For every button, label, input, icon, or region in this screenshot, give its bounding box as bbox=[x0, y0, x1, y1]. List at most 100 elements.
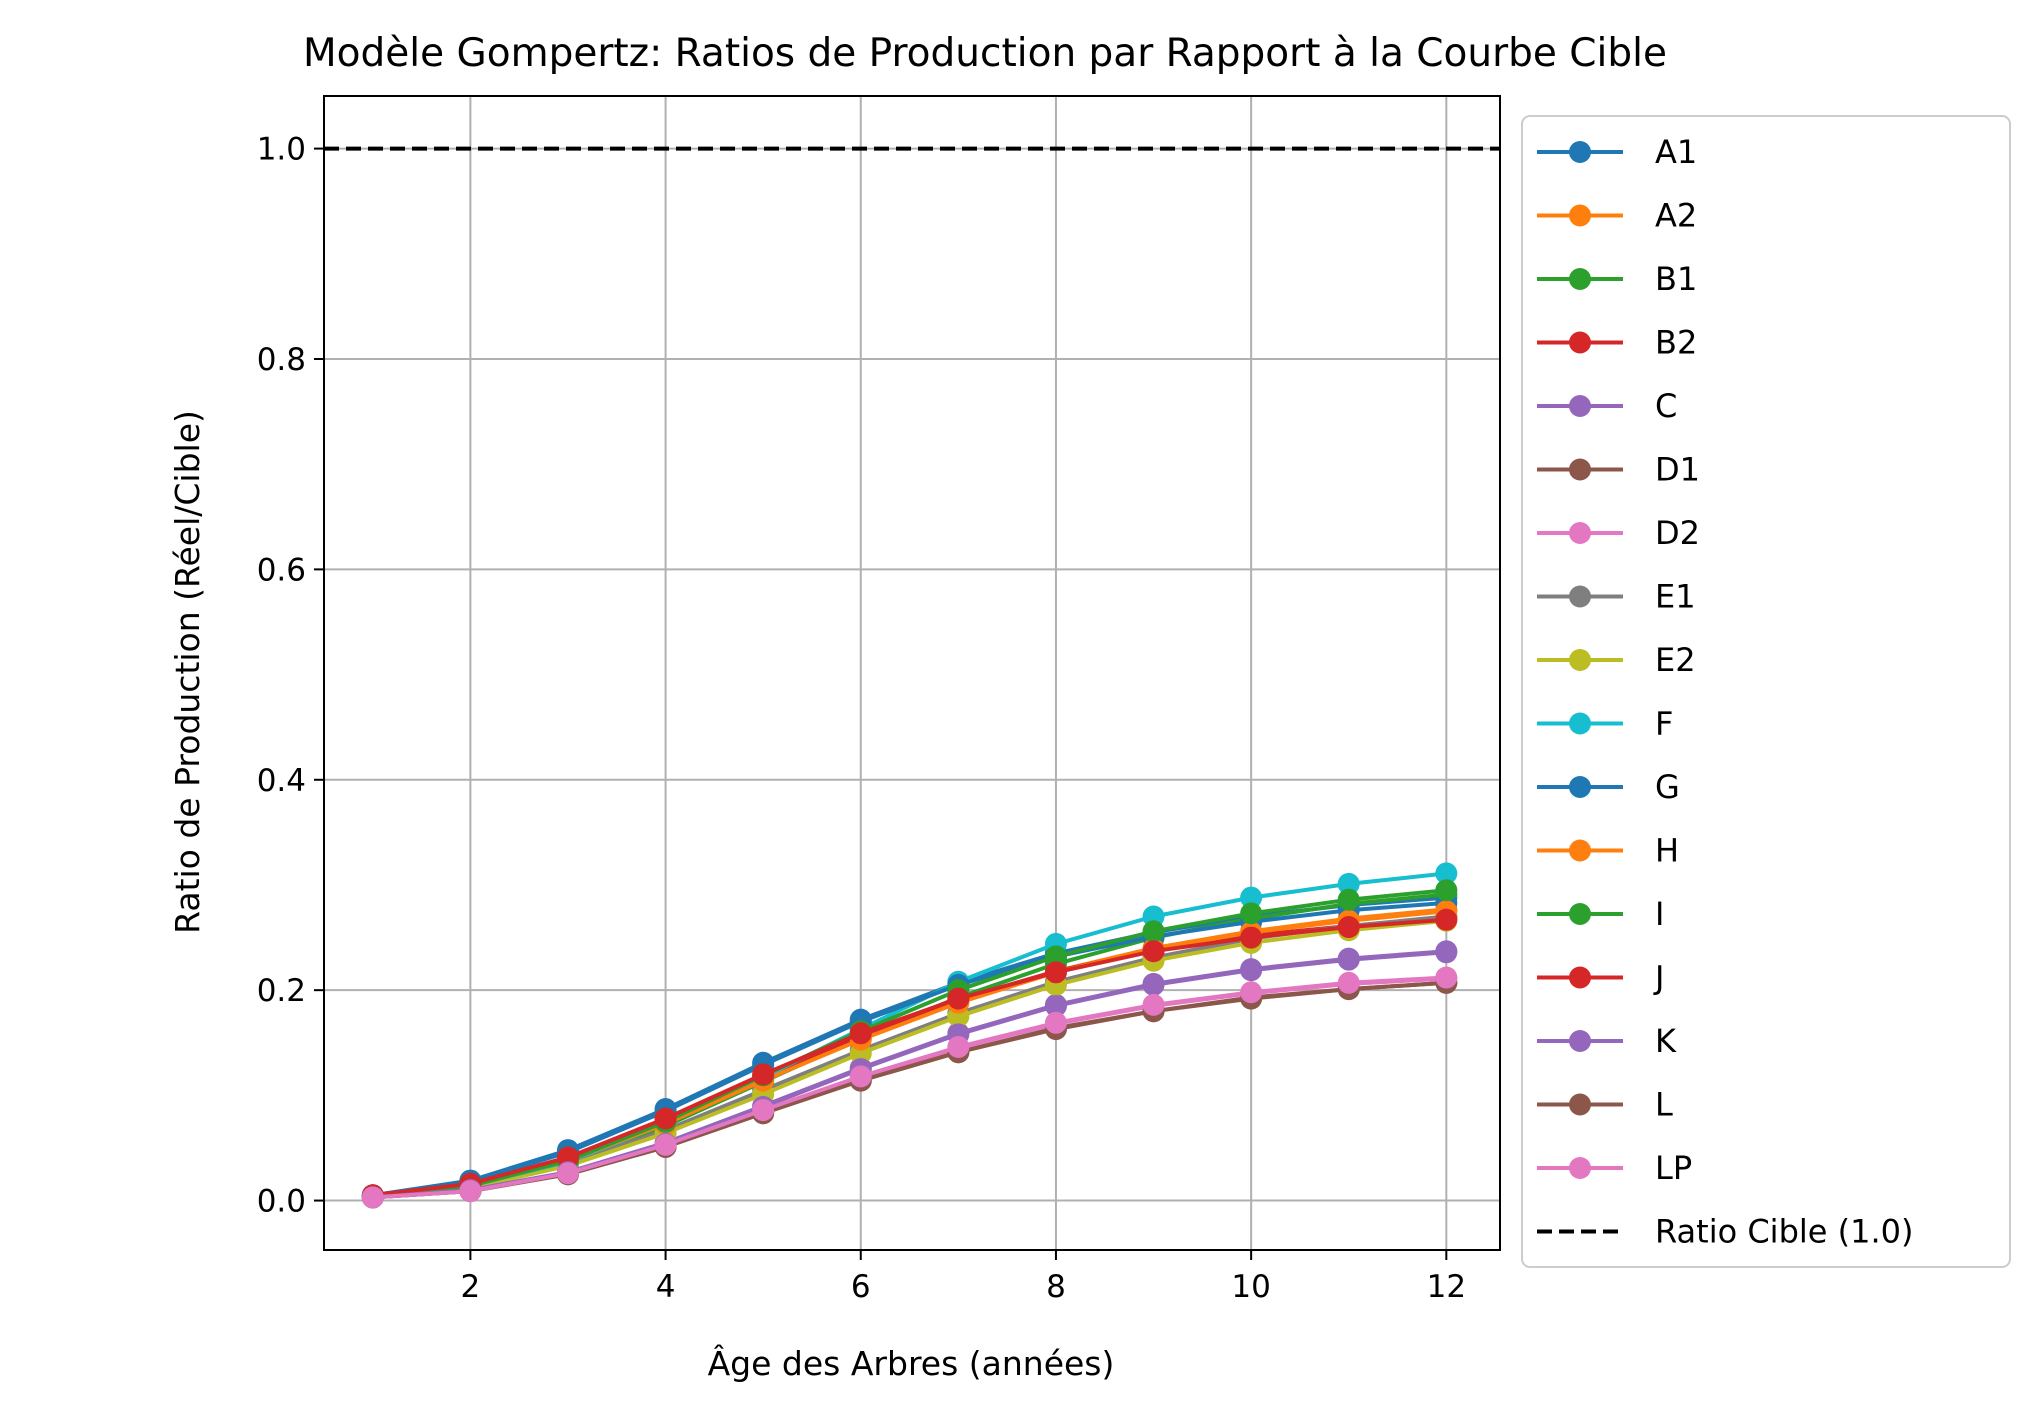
legend-label: D2 bbox=[1655, 514, 1700, 552]
series-line bbox=[372, 900, 1447, 1198]
y-tick-label: 0.0 bbox=[257, 1184, 306, 1220]
legend-label: E1 bbox=[1655, 578, 1696, 616]
data-point bbox=[556, 1162, 579, 1185]
legend-label: J bbox=[1653, 959, 1664, 997]
legend-item-e2: E2 bbox=[1537, 641, 1696, 679]
data-point bbox=[1435, 879, 1458, 902]
x-tick-label: 12 bbox=[1427, 1269, 1466, 1305]
data-point bbox=[1044, 1011, 1067, 1034]
legend-item-d2: D2 bbox=[1537, 514, 1700, 552]
data-point bbox=[1435, 908, 1458, 931]
legend-swatch-marker bbox=[1569, 522, 1591, 544]
legend-item-a1: A1 bbox=[1537, 133, 1697, 171]
data-point bbox=[654, 1133, 677, 1156]
y-axis-label: Ratio de Production (Réel/Cible) bbox=[168, 410, 207, 934]
x-tick-label: 8 bbox=[1046, 1269, 1066, 1305]
y-tick-label: 0.8 bbox=[257, 342, 306, 378]
legend-item-j: J bbox=[1537, 959, 1664, 997]
legend-label: C bbox=[1655, 387, 1677, 425]
x-axis-label: Âge des Arbres (années) bbox=[708, 1343, 1115, 1383]
legend-item-b1: B1 bbox=[1537, 260, 1697, 298]
legend-item-l: L bbox=[1537, 1086, 1673, 1124]
data-point bbox=[1435, 941, 1458, 964]
legend-swatch-marker bbox=[1569, 204, 1591, 227]
legend-swatch-marker bbox=[1569, 585, 1591, 608]
data-point bbox=[849, 1022, 872, 1045]
data-point bbox=[849, 1065, 872, 1088]
data-point bbox=[1240, 926, 1263, 949]
legend-item-c: C bbox=[1537, 387, 1677, 425]
x-tick-label: 4 bbox=[656, 1269, 676, 1305]
y-tick-label: 0.6 bbox=[257, 552, 306, 588]
legend-item-i: I bbox=[1537, 895, 1664, 933]
grid bbox=[324, 96, 1500, 1250]
series-lp bbox=[361, 966, 1458, 1209]
x-tick-label: 6 bbox=[851, 1269, 871, 1305]
data-point bbox=[1142, 940, 1165, 963]
data-point bbox=[1142, 993, 1165, 1016]
legend-swatch-marker bbox=[1569, 458, 1591, 481]
data-point bbox=[752, 1063, 775, 1086]
legend-item-f: F bbox=[1537, 705, 1673, 743]
x-tick-label: 10 bbox=[1231, 1269, 1270, 1305]
data-point bbox=[1337, 872, 1360, 895]
legend-item-reference: Ratio Cible (1.0) bbox=[1537, 1213, 1913, 1251]
y-tick-label: 0.4 bbox=[257, 763, 306, 799]
data-point bbox=[1240, 886, 1263, 909]
legend-swatch-marker bbox=[1569, 268, 1591, 290]
legend-swatch-marker bbox=[1569, 903, 1591, 925]
data-point bbox=[1142, 920, 1165, 943]
legend-label: E2 bbox=[1655, 641, 1696, 679]
data-point bbox=[1044, 961, 1067, 984]
series-line bbox=[372, 918, 1447, 1199]
legend-label: G bbox=[1655, 768, 1680, 806]
data-point bbox=[1435, 966, 1458, 989]
data-point bbox=[361, 1186, 384, 1209]
legend-label: K bbox=[1655, 1022, 1677, 1060]
legend-item-k: K bbox=[1537, 1022, 1677, 1060]
legend-item-lp: LP bbox=[1537, 1149, 1692, 1187]
data-point bbox=[1337, 888, 1360, 911]
legend-label: I bbox=[1655, 895, 1664, 933]
legend-box bbox=[1521, 115, 2011, 1268]
data-point bbox=[752, 1099, 775, 1122]
plot-area: 2 4 6 8 10 12 0.0 0.2 0.4 0.6 0.8 1.0 bbox=[257, 95, 1501, 1305]
data-point bbox=[1337, 948, 1360, 971]
legend-swatch-marker bbox=[1569, 966, 1591, 989]
data-point bbox=[1240, 959, 1263, 982]
data-point bbox=[1142, 973, 1165, 996]
data-point bbox=[1337, 916, 1360, 939]
series-layer bbox=[324, 146, 1500, 1209]
legend-label: A2 bbox=[1655, 197, 1697, 235]
data-point bbox=[1240, 902, 1263, 925]
legend-label: B1 bbox=[1655, 260, 1697, 298]
legend-swatch-marker bbox=[1569, 1093, 1591, 1116]
data-point bbox=[654, 1107, 677, 1130]
legend-swatch-marker bbox=[1569, 1157, 1591, 1179]
legend-item-h: H bbox=[1537, 832, 1679, 870]
legend-label: D1 bbox=[1655, 451, 1700, 489]
legend-item-b2: B2 bbox=[1537, 324, 1697, 362]
series-line bbox=[372, 888, 1447, 1199]
data-point bbox=[1435, 862, 1458, 885]
legend-item-g: G bbox=[1537, 768, 1680, 806]
y-tick-label: 0.2 bbox=[257, 973, 306, 1009]
x-tick-label: 2 bbox=[461, 1269, 481, 1305]
data-point bbox=[459, 1180, 482, 1203]
legend-label: L bbox=[1655, 1086, 1673, 1124]
series-line bbox=[372, 917, 1447, 1198]
legend-item-a2: A2 bbox=[1537, 197, 1697, 235]
legend-swatch-marker bbox=[1569, 141, 1591, 163]
legend-swatch-marker bbox=[1569, 331, 1591, 354]
legend-item-e1: E1 bbox=[1537, 578, 1696, 616]
data-point bbox=[1240, 981, 1263, 1004]
legend-swatch-marker bbox=[1569, 712, 1591, 735]
data-point bbox=[1044, 994, 1067, 1017]
legend-item-d1: D1 bbox=[1537, 451, 1700, 489]
data-point bbox=[1337, 971, 1360, 994]
legend-label: LP bbox=[1655, 1149, 1692, 1187]
data-point bbox=[1044, 945, 1067, 968]
